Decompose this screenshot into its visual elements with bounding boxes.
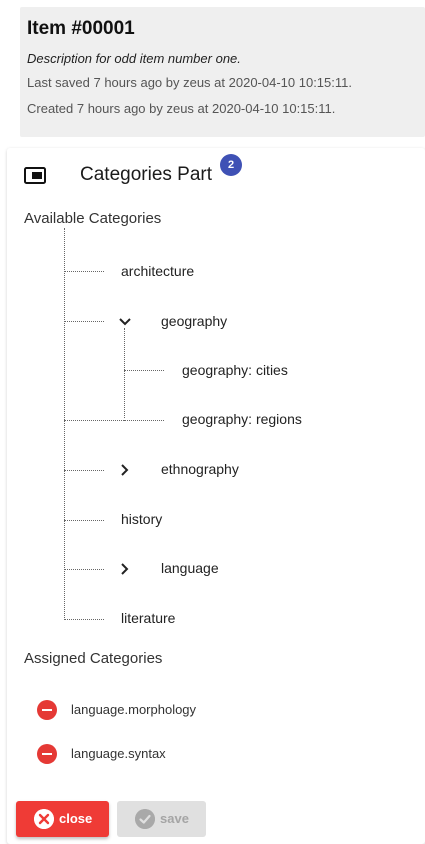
chevron-down-icon[interactable] (118, 315, 132, 329)
category-tree: architecture geography geography: cities… (7, 148, 425, 844)
assigned-category-label: language.syntax (71, 746, 166, 761)
remove-circle-icon[interactable] (37, 744, 57, 764)
tree-node-literature[interactable]: literature (121, 609, 175, 627)
tree-node-label: geography (161, 313, 228, 329)
tree-connector (124, 328, 125, 418)
tree-connector (124, 420, 164, 421)
panel-header: Categories Part 2 (7, 148, 425, 198)
tree-connector (64, 271, 104, 272)
check-circle-icon (135, 809, 155, 829)
close-button-label: close (59, 811, 93, 826)
tree-node-label: geography: cities (182, 362, 288, 378)
categories-part-panel: Categories Part 2 Available Categories a… (7, 148, 425, 844)
tree-connector (64, 520, 104, 521)
item-header: Item #00001 Description for odd item num… (20, 7, 425, 137)
tree-node-geography[interactable]: geography (161, 312, 227, 330)
tree-node-label: ethnography (161, 461, 239, 477)
item-title: Item #00001 (27, 18, 135, 39)
tree-connector (64, 228, 65, 620)
tree-connector (64, 470, 104, 471)
close-button[interactable]: close (16, 801, 109, 837)
created-info: Created 7 hours ago by zeus at 2020-04-1… (27, 101, 336, 116)
tree-connector (64, 569, 104, 570)
tree-node-history[interactable]: history (121, 510, 162, 528)
tree-node-ethnography[interactable]: ethnography (161, 460, 239, 478)
save-button[interactable]: save (117, 801, 206, 837)
tree-connector (64, 321, 104, 322)
tree-node-geography-cities[interactable]: geography: cities (182, 361, 288, 379)
assigned-categories-label: Assigned Categories (24, 650, 163, 667)
close-circle-icon (34, 809, 54, 829)
count-badge: 2 (220, 154, 242, 176)
tree-node-label: geography: regions (182, 411, 302, 427)
remove-circle-icon[interactable] (37, 700, 57, 720)
tree-connector (64, 420, 124, 421)
save-button-label: save (160, 811, 189, 826)
panel-title: Categories Part (80, 164, 213, 185)
last-saved-info: Last saved 7 hours ago by zeus at 2020-0… (27, 75, 352, 90)
tree-node-label: history (121, 511, 163, 527)
tree-connector (64, 619, 104, 620)
tree-node-geography-regions[interactable]: geography: regions (182, 410, 302, 428)
tree-connector (124, 370, 164, 371)
tree-node-label: literature (121, 610, 176, 626)
tree-node-label: language (161, 560, 219, 576)
tree-node-language[interactable]: language (161, 559, 219, 577)
item-description: Description for odd item number one. (27, 51, 241, 66)
assigned-category-label: language.morphology (71, 702, 197, 717)
chevron-right-icon[interactable] (118, 562, 132, 576)
part-window-icon (24, 167, 46, 184)
tree-node-label: architecture (121, 263, 195, 279)
available-categories-label: Available Categories (24, 210, 162, 227)
tree-node-architecture[interactable]: architecture (121, 262, 194, 280)
chevron-right-icon[interactable] (118, 463, 132, 477)
